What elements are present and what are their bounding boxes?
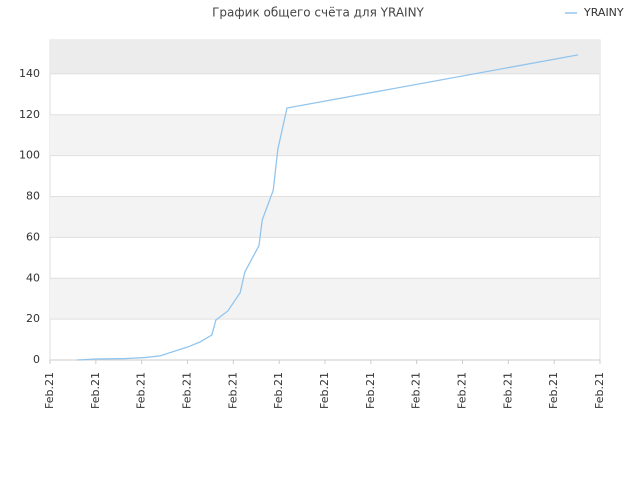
chart-title: График общего счёта для YRAINY bbox=[212, 6, 424, 20]
grid-band bbox=[50, 196, 600, 238]
x-tick-label: Feb.21 bbox=[43, 372, 56, 409]
grid-band bbox=[50, 114, 600, 156]
y-tick-label: 100 bbox=[19, 149, 40, 162]
x-tick-label: Feb.21 bbox=[272, 372, 285, 409]
x-tick-label: Feb.21 bbox=[318, 372, 331, 409]
x-tick-label: Feb.21 bbox=[89, 372, 102, 409]
y-tick-label: 140 bbox=[19, 67, 40, 80]
x-tick-label: Feb.21 bbox=[226, 372, 239, 409]
x-tick-label: Feb.21 bbox=[456, 372, 469, 409]
x-tick-label: Feb.21 bbox=[593, 372, 606, 409]
x-tick-label: Feb.21 bbox=[501, 372, 514, 409]
y-tick-label: 80 bbox=[26, 190, 40, 203]
x-tick-label: Feb.21 bbox=[364, 372, 377, 409]
y-tick-label: 60 bbox=[26, 230, 40, 243]
grid-band bbox=[50, 40, 600, 74]
x-tick-label: Feb.21 bbox=[181, 372, 194, 409]
y-tick-label: 0 bbox=[33, 353, 40, 366]
x-tick-label: Feb.21 bbox=[410, 372, 423, 409]
y-tick-label: 40 bbox=[26, 271, 40, 284]
legend-label: YRAINY bbox=[583, 6, 624, 19]
x-tick-label: Feb.21 bbox=[547, 372, 560, 409]
line bbox=[77, 54, 579, 361]
x-tick-label: Feb.21 bbox=[135, 372, 148, 409]
y-tick-label: 120 bbox=[19, 108, 40, 121]
y-tick-label: 20 bbox=[26, 312, 40, 325]
grid-band bbox=[50, 278, 600, 320]
